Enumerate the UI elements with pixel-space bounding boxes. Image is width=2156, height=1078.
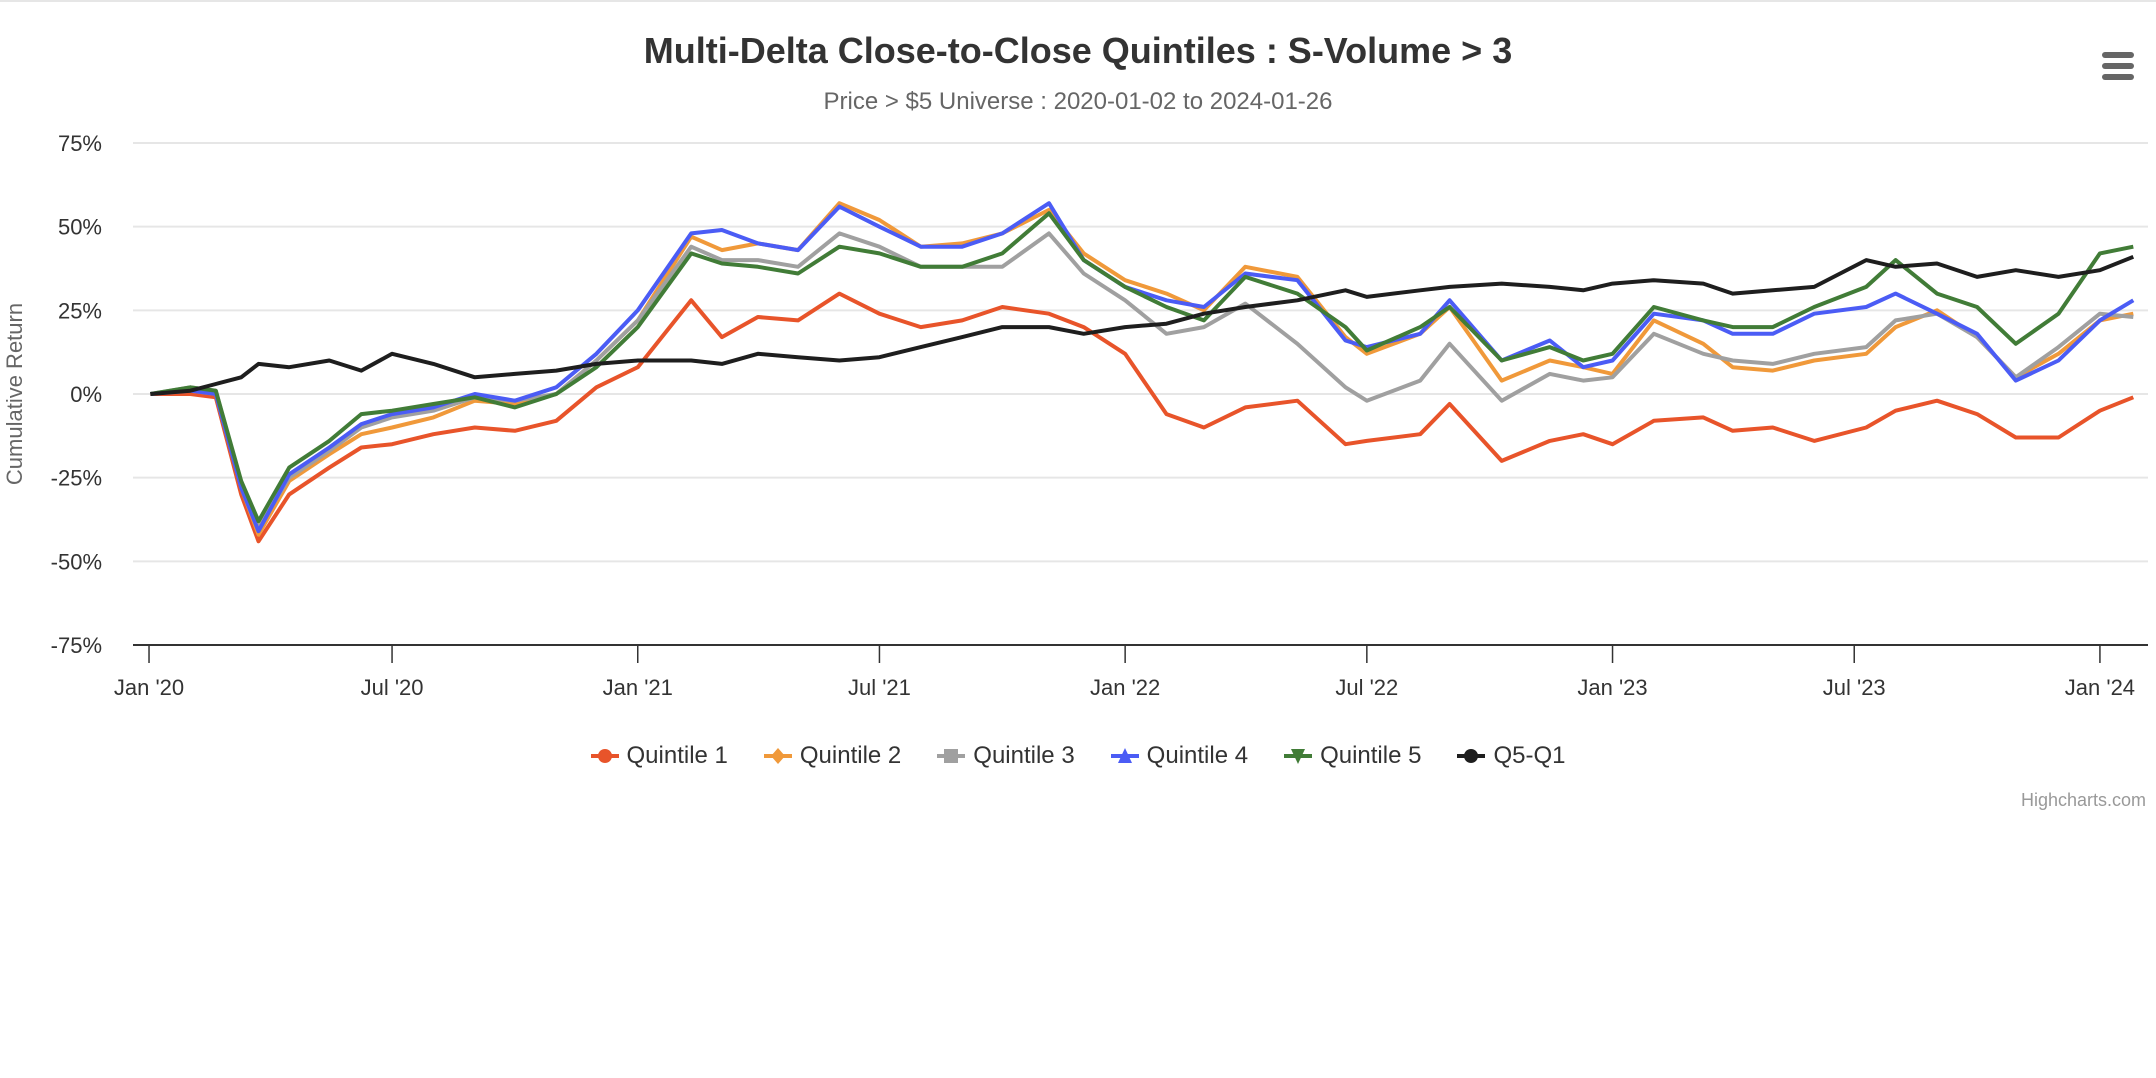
- x-tick-label: Jan '22: [1090, 675, 1160, 700]
- legend-label: Quintile 1: [626, 742, 728, 769]
- series-line-quintile-5: [150, 211, 2134, 524]
- legend-label: Quintile 3: [973, 742, 1075, 769]
- menu-bar: [2102, 52, 2134, 58]
- legend-item-quintile-4[interactable]: Quintile 4: [1110, 742, 1249, 770]
- highcharts-credits-link[interactable]: Highcharts.com: [2020, 790, 2146, 810]
- legend-circle-marker-icon: [590, 749, 619, 763]
- x-tick-label: Jan '21: [603, 675, 673, 700]
- chart-subtitle: Price > $5 Universe : 2020-01-02 to 2024…: [823, 88, 1333, 115]
- y-tick-label: 0%: [70, 382, 102, 407]
- legend-triangle-down-marker-icon: [1284, 749, 1313, 764]
- legend-item-quintile-5[interactable]: Quintile 5: [1284, 742, 1421, 770]
- legend-item-quintile-2[interactable]: Quintile 2: [763, 742, 902, 770]
- legend-label: Quintile 4: [1146, 742, 1249, 769]
- x-tick-label: Jan '24: [2065, 675, 2135, 700]
- series-line-quintile-3: [150, 231, 2134, 530]
- legend-item-quintile-3[interactable]: Quintile 3: [937, 742, 1075, 770]
- x-tick-label: Jul '20: [361, 675, 424, 700]
- y-tick-label: 75%: [58, 131, 102, 156]
- x-tick-label: Jan '23: [1577, 675, 1647, 700]
- hamburger-menu-icon[interactable]: [2100, 52, 2136, 82]
- y-tick-label: 25%: [58, 298, 102, 323]
- top-border: [0, 0, 2156, 2]
- y-tick-label: -75%: [51, 633, 102, 658]
- legend-square-marker-icon: [937, 749, 966, 763]
- x-tick-label: Jul '21: [848, 675, 911, 700]
- chart-title: Multi-Delta Close-to-Close Quintiles : S…: [643, 30, 1513, 71]
- legend: Quintile 1 Quintile 2 Quintile 3 Quintile 4…: [0, 742, 2156, 770]
- menu-bar: [2102, 74, 2134, 80]
- y-tick-label: 50%: [58, 215, 102, 240]
- series-line-quintile-1: [150, 291, 2135, 544]
- legend-circle-marker-icon: [1457, 749, 1486, 763]
- menu-bar: [2102, 63, 2134, 69]
- y-axis-title: Cumulative Return: [2, 303, 27, 485]
- legend-label: Quintile 2: [799, 742, 902, 769]
- legend-item-q5-q1[interactable]: Q5-Q1: [1457, 742, 1565, 770]
- series-line-q5-q1: [150, 254, 2135, 396]
- y-tick-label: -25%: [51, 466, 102, 491]
- legend-triangle-marker-icon: [1110, 748, 1139, 763]
- legend-label: Q5-Q1: [1493, 742, 1566, 769]
- legend-item-quintile-1[interactable]: Quintile 1: [590, 742, 728, 770]
- legend-label: Quintile 5: [1320, 742, 1422, 769]
- line-chart: 75% 50% 25% 0% -25% -50% -75% Cumulative Return…: [2, 131, 2148, 700]
- x-tick-label: Jan '20: [114, 675, 184, 700]
- series-line-quintile-2: [150, 201, 2134, 537]
- x-tick-label: Jul '22: [1335, 675, 1398, 700]
- legend-diamond-marker-icon: [763, 748, 792, 764]
- y-tick-label: -50%: [51, 549, 102, 574]
- x-tick-label: Jul '23: [1823, 675, 1886, 700]
